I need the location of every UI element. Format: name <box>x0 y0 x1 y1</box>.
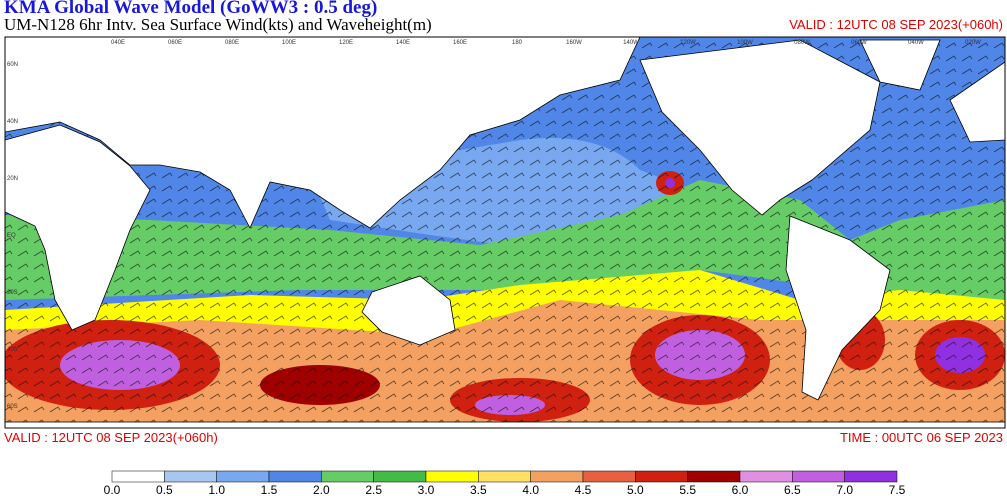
colorbar-label: 3.0 <box>418 483 435 496</box>
colorbar-cell <box>844 470 898 483</box>
subtitle: UM-N128 6hr Intv. Sea Surface Wind(kts) … <box>4 15 432 34</box>
colorbar-cell <box>373 470 427 483</box>
colorbar-label: 7.0 <box>836 483 853 496</box>
colorbar-label: 1.5 <box>261 483 278 496</box>
longitude-label: 120E <box>339 40 353 46</box>
longitude-labels: 040E 060E 080E 100E 120E 140E 160E 180 160W 140W 1… <box>111 40 981 46</box>
colorbar: 0.0 0.5 1.0 1.5 2.0 2.5 3.0 3.5 4.0 4.5 5.0 5.5 6.0 6… <box>104 470 906 496</box>
latitude-label: 60S <box>7 404 18 410</box>
colorbar-cell <box>582 470 636 483</box>
colorbar-label: 6.0 <box>732 483 749 496</box>
latitude-label: 20N <box>7 176 18 182</box>
latitude-label: 40S <box>7 347 18 353</box>
longitude-label: 140W <box>623 40 639 46</box>
colorbar-cell <box>268 470 322 483</box>
longitude-label: 160W <box>566 40 582 46</box>
longitude-label: 100E <box>282 40 296 46</box>
longitude-label: 020W <box>965 40 981 46</box>
colorbar-label: 5.0 <box>627 483 644 496</box>
latitude-label: 40N <box>7 119 18 125</box>
longitude-label: 100W <box>737 40 753 46</box>
colorbar-cell <box>321 470 374 483</box>
valid-bottom: VALID : 12UTC 08 SEP 2023(+060h) <box>4 430 218 445</box>
wave-field <box>5 37 1005 428</box>
colorbar-label: 6.5 <box>784 483 801 496</box>
colorbar-label: 3.5 <box>470 483 487 496</box>
longitude-label: 060W <box>851 40 867 46</box>
longitude-label: 080W <box>794 40 810 46</box>
latitude-label: 60N <box>7 62 18 68</box>
colorbar-cell <box>792 470 845 483</box>
title: KMA Global Wave Model (GoWW3 : 0.5 deg) <box>4 0 378 18</box>
colorbar-label: 4.5 <box>575 483 592 496</box>
colorbar-label: 4.0 <box>522 483 539 496</box>
longitude-label: 040E <box>111 40 125 46</box>
colorbar-label: 2.5 <box>365 483 382 496</box>
init-time: TIME : 00UTC 06 SEP 2023 <box>839 430 1003 445</box>
colorbar-label: 0.0 <box>104 483 121 496</box>
colorbar-cell <box>425 470 479 483</box>
valid-top: VALID : 12UTC 08 SEP 2023(+060h) <box>789 17 1003 32</box>
latitude-label: 20S <box>7 290 18 296</box>
colorbar-cell <box>111 470 165 483</box>
colorbar-cell <box>687 470 741 483</box>
land <box>5 37 1005 428</box>
colorbar-cell <box>478 470 531 483</box>
colorbar-cell <box>530 470 584 483</box>
latitude-label: EQ <box>7 233 16 239</box>
longitude-label: 080E <box>225 40 239 46</box>
colorbar-label: 5.5 <box>679 483 696 496</box>
longitude-label: 060E <box>168 40 182 46</box>
colorbar-label: 7.5 <box>889 483 906 496</box>
colorbar-cell <box>164 470 217 483</box>
longitude-label: 140E <box>396 40 410 46</box>
colorbar-label: 1.0 <box>208 483 225 496</box>
longitude-label: 120W <box>680 40 696 46</box>
colorbar-cell <box>635 470 688 483</box>
longitude-label: 040W <box>908 40 924 46</box>
colorbar-cell <box>216 470 270 483</box>
colorbar-cell <box>739 470 793 483</box>
colorbar-label: 0.5 <box>156 483 173 496</box>
latitude-labels: 60N 40N 20N EQ 20S 40S 60S <box>7 62 18 410</box>
longitude-label: 180 <box>512 40 523 46</box>
longitude-label: 160E <box>453 40 467 46</box>
colorbar-label: 2.0 <box>313 483 330 496</box>
